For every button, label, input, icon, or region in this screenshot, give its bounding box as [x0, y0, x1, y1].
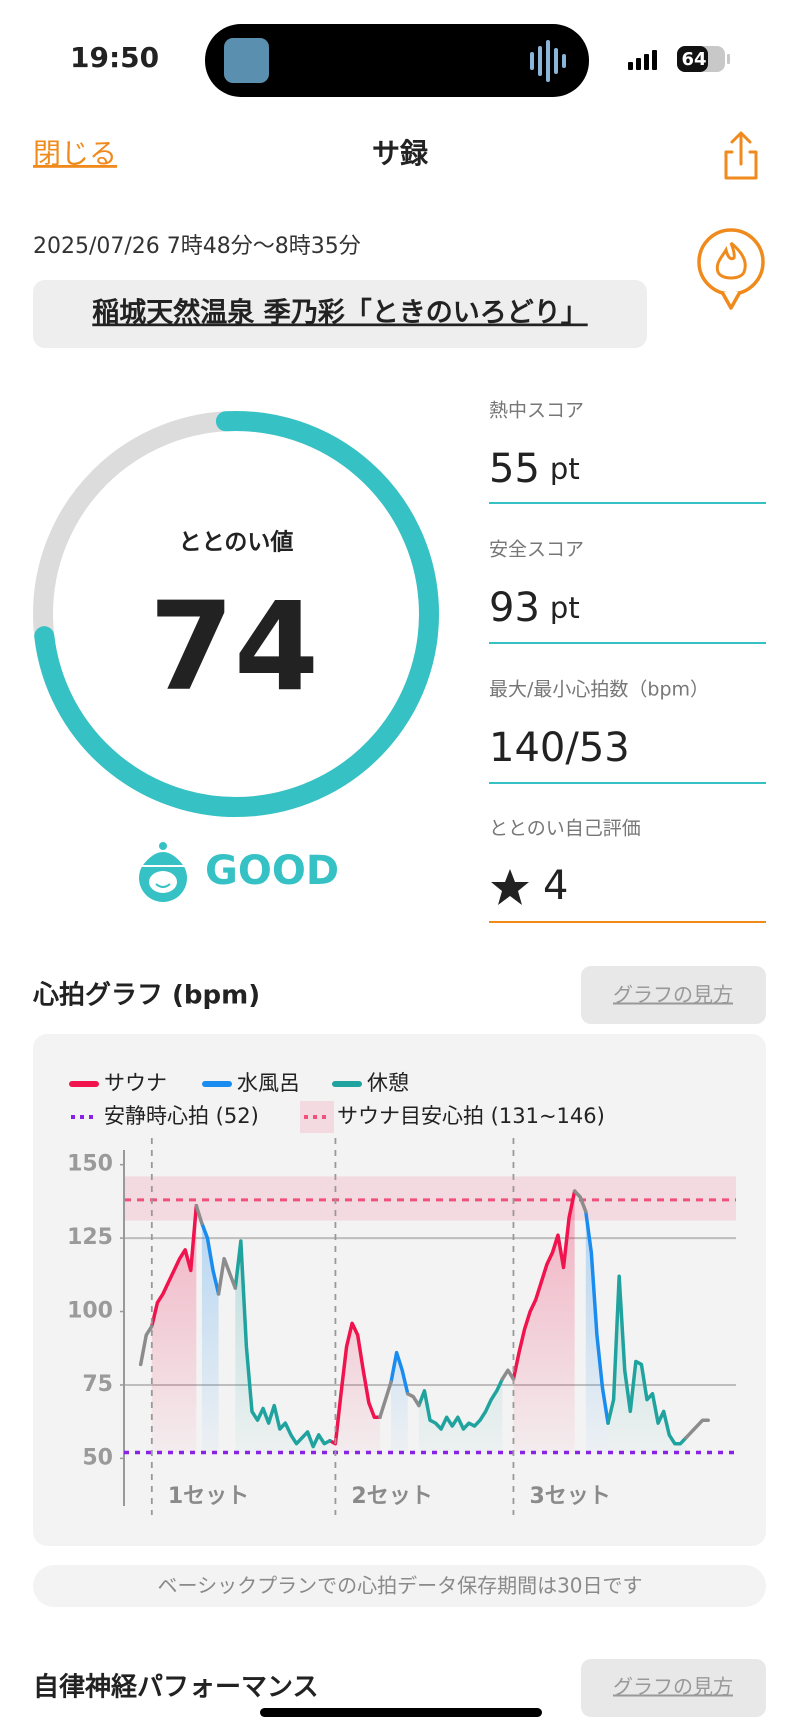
session-datetime: 2025/07/26 7時48分〜8時35分 [33, 234, 361, 259]
area-fill [418, 1379, 503, 1453]
set-label: 1セット [168, 1484, 249, 1509]
y-tick-label: 100 [67, 1299, 113, 1324]
close-button[interactable]: 閉じる [33, 137, 117, 170]
score-value: 55 pt [489, 446, 580, 492]
section-title: 自律神経パフォーマンス [33, 1672, 318, 1703]
legend-label: サウナ目安心拍 (131~146) [337, 1104, 605, 1128]
y-tick-label: 75 [82, 1372, 113, 1397]
note-text: ベーシックプランでの心拍データ保存期間は30日です [157, 1574, 642, 1598]
heat-icon[interactable] [697, 228, 765, 310]
heart-rate-line [150, 1189, 577, 1446]
score-label: 最大/最小心拍数（bpm） [489, 679, 709, 701]
help-label: グラフの見方 [613, 983, 733, 1007]
help-label: グラフの見方 [613, 1675, 733, 1699]
help-button[interactable] [581, 966, 766, 1024]
header-title: サ録 [372, 137, 429, 170]
signal-icon [628, 50, 657, 70]
status-time: 19:50 [70, 41, 159, 74]
note-bar [33, 1565, 766, 1607]
dynamic-island [205, 24, 589, 97]
score-label: ととのい自己評価 [489, 818, 641, 840]
set-label: 3セット [529, 1484, 610, 1509]
score-value: 140/53 [489, 725, 630, 771]
star-icon [491, 869, 529, 905]
legend-label: 安静時心拍 (52) [104, 1104, 259, 1128]
help-button[interactable] [581, 1659, 766, 1717]
y-tick-label: 50 [82, 1445, 113, 1470]
gauge-arc [34, 411, 439, 817]
legend-label: 休憩 [367, 1071, 409, 1095]
battery-level [677, 46, 708, 72]
set-label: 2セット [351, 1484, 432, 1509]
heart-rate-line [200, 1209, 610, 1425]
area-fill [235, 1241, 330, 1453]
area-fill [151, 1205, 197, 1453]
gauge-label: ととのい値 [179, 530, 294, 556]
audio-wave [530, 40, 566, 82]
heart-rate-line [233, 1239, 688, 1449]
legend-label: サウナ [104, 1071, 167, 1095]
score-value: 93 pt [489, 585, 580, 631]
score-unit: pt [550, 591, 580, 625]
legend-label: 水風呂 [237, 1071, 300, 1095]
y-tick-label: 150 [67, 1152, 113, 1177]
area-fill [608, 1276, 686, 1453]
score-unit: pt [550, 452, 580, 486]
area-fill [329, 1323, 380, 1453]
share-button[interactable] [724, 131, 758, 180]
score-label: 安全スコア [489, 539, 584, 561]
legend-band [300, 1101, 334, 1133]
good-icon [139, 842, 187, 902]
y-tick-label: 125 [67, 1225, 113, 1250]
score-label: 熱中スコア [489, 400, 584, 422]
app-icon [224, 38, 269, 83]
score-value: 4 [543, 863, 568, 909]
rating-label: GOOD [205, 848, 339, 894]
section-title: 心拍グラフ (bpm) [32, 981, 260, 1011]
facility-name: 稲城天然温泉 季乃彩「ときのいろどり」 [92, 297, 587, 329]
home-indicator [260, 1708, 542, 1717]
heart-rate-line [138, 1189, 710, 1440]
facility-box[interactable] [33, 280, 647, 348]
battery-label: 64 [681, 49, 706, 70]
gauge-value: 74 [149, 576, 319, 718]
battery-tip [727, 54, 730, 64]
area-fill [513, 1191, 575, 1453]
